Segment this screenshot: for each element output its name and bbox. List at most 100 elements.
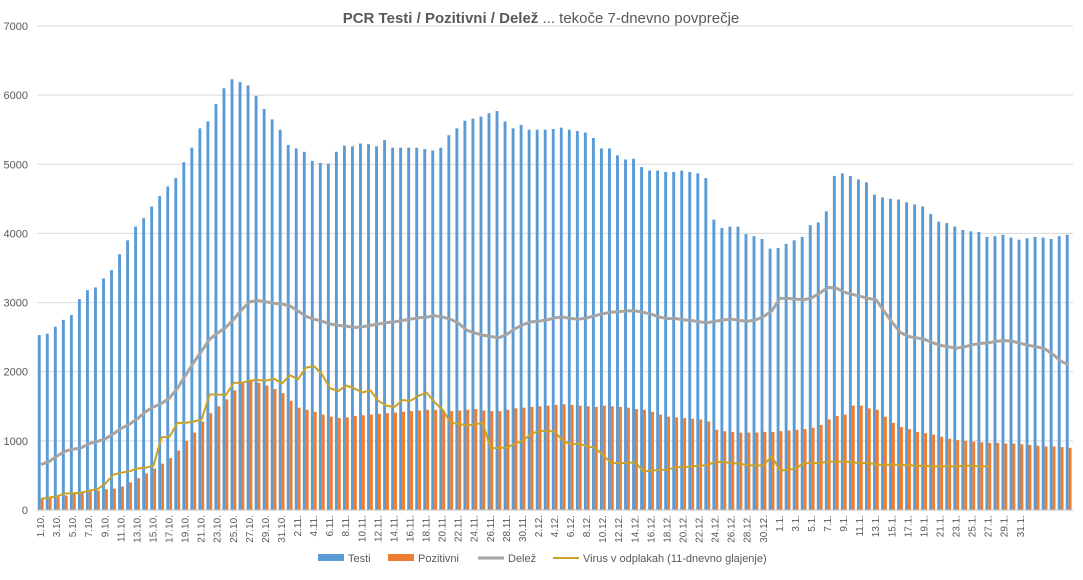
bar-testi — [511, 128, 515, 510]
x-tick-label: 26.11. — [486, 515, 497, 542]
bar-pozitivni — [201, 421, 205, 510]
y-tick-label: 3000 — [4, 298, 28, 310]
bar-testi — [150, 206, 154, 510]
x-tick-label: 17.1. — [903, 515, 914, 537]
series-lines — [40, 285, 1070, 500]
bar-pozitivni — [121, 486, 124, 510]
bar-testi — [383, 140, 387, 511]
bar-testi — [326, 163, 330, 510]
x-tick-label: 30.12. — [759, 515, 770, 543]
bar-pozitivni — [337, 418, 341, 510]
x-tick-label: 23.10. — [213, 515, 224, 543]
bar-testi — [1033, 236, 1037, 510]
bar-pozitivni — [578, 405, 582, 510]
bar-pozitivni — [634, 409, 638, 510]
bar-pozitivni — [940, 436, 944, 510]
x-tick-label: 29.1. — [1000, 515, 1011, 537]
x-tick-label: 22.11. — [454, 515, 465, 542]
bar-testi — [848, 176, 852, 511]
bar-testi — [680, 170, 684, 510]
bar-pozitivni — [594, 406, 598, 510]
bar-testi — [977, 232, 981, 510]
bar-testi — [559, 127, 563, 510]
bar-testi — [503, 121, 507, 510]
legend-label: Pozitivni — [418, 553, 459, 565]
bar-pozitivni — [1004, 443, 1008, 510]
bar-testi — [286, 144, 290, 510]
bar-testi — [463, 120, 467, 511]
bar-testi — [375, 146, 378, 510]
bar-pozitivni — [402, 411, 405, 510]
bar-pozitivni — [691, 418, 695, 510]
bar-pozitivni — [161, 463, 165, 510]
bar-testi — [624, 159, 627, 510]
bar-pozitivni — [1052, 446, 1056, 510]
x-tick-label: 12.11. — [373, 515, 384, 542]
bar-pozitivni — [723, 431, 727, 510]
bar-pozitivni — [707, 421, 711, 510]
bar-pozitivni — [145, 473, 148, 510]
x-tick-label: 9.10. — [100, 515, 111, 537]
x-tick-label: 24.12. — [711, 515, 722, 543]
y-tick-label: 0 — [22, 505, 28, 517]
bar-pozitivni — [586, 406, 590, 510]
bar-pozitivni — [908, 429, 911, 510]
bar-pozitivni — [209, 413, 213, 510]
bar-testi — [712, 219, 716, 510]
x-tick-label: 16.12. — [646, 515, 657, 543]
bar-pozitivni — [827, 419, 831, 510]
bar-testi — [487, 113, 491, 511]
bar-testi — [937, 221, 941, 510]
bar-testi — [334, 151, 338, 510]
bar-testi — [881, 197, 884, 510]
bar-testi — [471, 118, 475, 510]
bar-pozitivni — [72, 493, 76, 510]
bar-pozitivni — [273, 389, 277, 510]
bar-testi — [985, 236, 989, 510]
bar-pozitivni — [916, 431, 919, 510]
bar-testi — [688, 171, 692, 511]
bar-testi — [294, 148, 298, 510]
bar-testi — [784, 243, 788, 511]
bar-pozitivni — [169, 458, 173, 510]
bar-pozitivni — [104, 489, 108, 510]
bar-testi — [118, 254, 122, 510]
bar-pozitivni — [177, 450, 181, 510]
bar-pozitivni — [474, 409, 478, 510]
x-tick-label: 14.12. — [630, 515, 641, 543]
x-tick-label: 1.1. — [775, 515, 786, 532]
bar-pozitivni — [771, 431, 775, 510]
x-tick-label: 31.1. — [1016, 515, 1027, 537]
x-tick-label: 28.12. — [743, 515, 754, 543]
x-tick-label: 8.12. — [582, 515, 593, 537]
bar-testi — [840, 173, 844, 510]
bar-testi — [45, 333, 49, 510]
bar-pozitivni — [96, 490, 100, 510]
bar-testi — [567, 129, 571, 510]
x-tick-label: 2.12. — [534, 515, 545, 537]
bar-testi — [599, 148, 603, 510]
bar-pozitivni — [1036, 445, 1040, 510]
bar-testi — [110, 270, 113, 510]
bar-pozitivni — [281, 393, 285, 510]
bar-pozitivni — [900, 427, 903, 510]
bar-testi — [222, 88, 226, 510]
bar-pozitivni — [643, 409, 646, 510]
bar-pozitivni — [466, 409, 470, 510]
bar-pozitivni — [932, 434, 936, 510]
bar-testi — [479, 116, 483, 510]
y-tick-label: 4000 — [4, 228, 28, 240]
y-tick-label: 5000 — [4, 159, 28, 171]
bar-testi — [591, 138, 595, 511]
bar-pozitivni — [321, 414, 325, 510]
bar-testi — [142, 218, 146, 510]
bar-testi — [776, 247, 780, 510]
bar-pozitivni — [305, 409, 309, 510]
bar-testi — [672, 171, 676, 511]
bar-pozitivni — [193, 432, 197, 510]
bar-pozitivni — [313, 411, 317, 510]
bar-pozitivni — [803, 429, 807, 510]
bar-pozitivni — [241, 383, 245, 510]
bar-pozitivni — [345, 417, 349, 510]
x-tick-label: 18.12. — [662, 515, 673, 543]
